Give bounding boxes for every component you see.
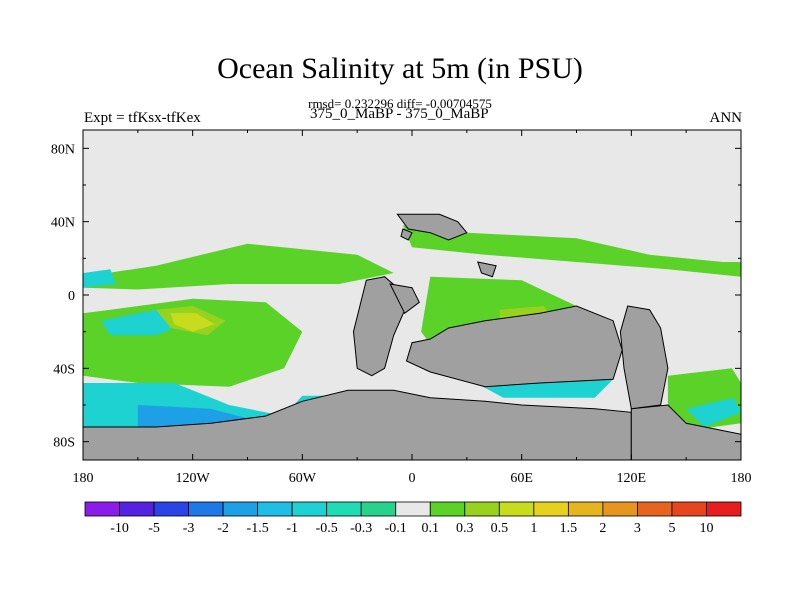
y-tick-label: 40S (53, 362, 75, 377)
colorbar-swatch (464, 501, 500, 517)
x-tick-label: 120E (617, 471, 647, 486)
colorbar-label: -1.5 (247, 521, 269, 536)
x-tick-label: 60W (289, 471, 317, 486)
colorbar-label: 1.5 (560, 521, 578, 536)
colorbar-swatch (602, 501, 638, 517)
region-south-pacific-salty-core (170, 313, 215, 332)
colorbar-swatch (84, 501, 120, 517)
x-tick-label: 120W (176, 471, 211, 486)
colorbar-label: 0.3 (456, 521, 474, 536)
colorbar: -10 -5 -3 -2 -1.5 -1 -0.5 -0.3 -0.1 0.1 0.3 0.5 1 1.5… (84, 501, 742, 536)
colorbar-label: 0.5 (491, 521, 509, 536)
land-eastern-continent (619, 305, 669, 410)
colorbar-label: -0.3 (350, 521, 372, 536)
center-string: 375_0_MaBP - 375_0_MaBP (310, 106, 489, 122)
colorbar-swatch (395, 501, 431, 517)
y-tick-label: 80S (53, 436, 75, 451)
colorbar-label: 2 (599, 521, 606, 536)
colorbar-swatch (360, 501, 397, 517)
colorbar-swatch (326, 501, 362, 517)
colorbar-label: 3 (634, 521, 641, 536)
colorbar-swatch (119, 501, 155, 517)
colorbar-label: -0.5 (316, 521, 338, 536)
x-axis-ticks: 180 120W 60W 0 60E 120E 180 (73, 130, 752, 486)
colorbar-swatch (567, 501, 604, 517)
colorbar-label: -5 (148, 521, 160, 536)
x-tick-label: 0 (409, 471, 416, 486)
land-northern-island-spur (400, 228, 413, 241)
land-small-island-east (477, 261, 497, 278)
land-mask (83, 213, 741, 460)
colorbar-swatch (637, 501, 673, 517)
region-north-pacific-band (83, 243, 394, 290)
colorbar-label: 0.1 (422, 521, 440, 536)
colorbar-swatch (291, 501, 328, 517)
colorbar-swatch (498, 501, 535, 517)
colorbar-swatch (706, 501, 742, 517)
colorbar-label: -1 (286, 521, 298, 536)
chart-title: Ocean Salinity at 5m (in PSU) (217, 52, 583, 85)
colorbar-label: 5 (668, 521, 675, 536)
right-string: ANN (709, 110, 743, 126)
colorbar-swatch (153, 501, 189, 517)
colorbar-swatch (429, 501, 466, 517)
chart-subtitle: rmsd= 0.232296 diff= -0.00704575 (308, 96, 492, 111)
left-string: Expt = tfKsx-tfKex (84, 110, 201, 126)
y-tick-label: 80N (51, 142, 75, 157)
colorbar-swatch (533, 501, 569, 517)
colorbar-swatch (222, 501, 259, 517)
colorbar-label: 10 (699, 521, 713, 536)
x-tick-label: 60E (510, 471, 533, 486)
colorbar-swatch (188, 501, 224, 517)
x-tick-label: 180 (73, 471, 94, 486)
colorbar-swatch (671, 501, 707, 517)
x-tick-label: 180 (731, 471, 752, 486)
y-tick-label: 0 (68, 289, 75, 304)
land-western-continent-spur (389, 283, 420, 315)
colorbar-label: -2 (217, 521, 229, 536)
colorbar-label: -10 (110, 521, 129, 536)
y-axis-ticks: 80N 40N 0 40S 80S (51, 142, 741, 451)
land-northern-island (396, 213, 468, 241)
y-tick-label: 40N (51, 216, 75, 231)
region-east-southern-cyan (686, 397, 741, 427)
colorbar-label: 1 (530, 521, 537, 536)
region-west-pacific-cyan (83, 269, 116, 288)
land-polar-continent-east (630, 404, 741, 460)
colorbar-label: -3 (183, 521, 195, 536)
colorbar-swatch (257, 501, 293, 517)
region-north-atlantic-band (402, 225, 741, 277)
land-central-continent (405, 305, 623, 388)
colorbar-label: -0.1 (385, 521, 407, 536)
